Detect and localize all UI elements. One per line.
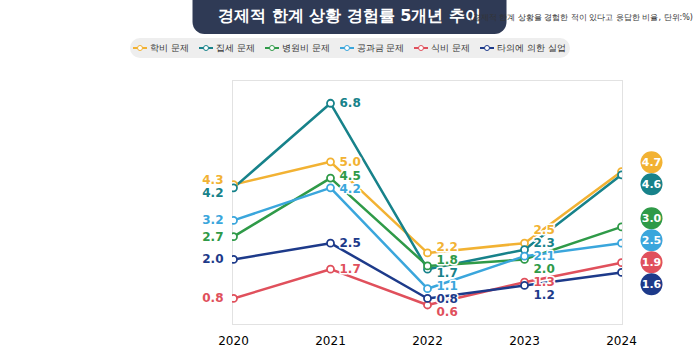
svg-text:6.8: 6.8 [340, 96, 361, 110]
svg-text:2.2: 2.2 [437, 240, 458, 254]
svg-text:1.7: 1.7 [340, 262, 361, 276]
svg-text:2024: 2024 [606, 334, 637, 348]
html-text:학비 문제: 학비 문제 [149, 42, 189, 53]
svg-text:4.2: 4.2 [202, 186, 223, 200]
html-text:경제적 한계 상황 경험률 5개년 추이: 경제적 한계 상황 경험률 5개년 추이 [218, 6, 481, 25]
svg-text:2.3: 2.3 [534, 236, 555, 250]
svg-text:3.2: 3.2 [202, 213, 223, 227]
svg-text:2.7: 2.7 [202, 230, 223, 244]
html-text:집세 문제: 집세 문제 [215, 42, 255, 53]
svg-text:4.5: 4.5 [340, 169, 361, 183]
svg-text:4.3: 4.3 [202, 173, 223, 187]
html-text:공과금 문제: 공과금 문제 [356, 42, 405, 53]
svg-text:2.5: 2.5 [534, 223, 555, 237]
svg-text:2023: 2023 [509, 334, 540, 348]
svg-text:0.6: 0.6 [437, 305, 458, 319]
svg-text:2.0: 2.0 [534, 262, 555, 276]
svg-text:1.9: 1.9 [642, 256, 662, 269]
svg-text:3.0: 3.0 [642, 212, 662, 225]
svg-text:1.6: 1.6 [642, 278, 662, 291]
svg-text:2020: 2020 [218, 334, 249, 348]
svg-text:2.0: 2.0 [202, 252, 223, 266]
svg-text:1.7: 1.7 [437, 266, 458, 280]
html-text:병원비 문제: 병원비 문제 [281, 42, 330, 53]
svg-text:4.6: 4.6 [642, 178, 662, 191]
html-text:식비 문제: 식비 문제 [431, 42, 471, 53]
svg-text:1.1: 1.1 [437, 279, 458, 293]
svg-text:1.3: 1.3 [534, 275, 555, 289]
svg-text:0.8: 0.8 [437, 292, 458, 306]
svg-text:2.1: 2.1 [534, 249, 555, 263]
svg-text:4.2: 4.2 [340, 182, 361, 196]
svg-text:0.8: 0.8 [202, 291, 223, 305]
svg-text:4.7: 4.7 [642, 156, 662, 169]
svg-text:1.2: 1.2 [534, 288, 555, 302]
svg-text:2021: 2021 [315, 334, 346, 348]
svg-text:2022: 2022 [412, 334, 443, 348]
svg-text:2.5: 2.5 [340, 236, 361, 250]
svg-text:2.5: 2.5 [642, 234, 662, 247]
html-text:타의에 의한 실업: 타의에 의한 실업 [497, 42, 566, 53]
html-text:(경제적 한계 상황을 경험한 적이 있다고 응답한 비율,: (경제적 한계 상황을 경험한 적이 있다고 응답한 비율, 단위:%) [469, 13, 693, 22]
svg-text:1.8: 1.8 [437, 253, 458, 267]
svg-text:5.0: 5.0 [340, 155, 361, 169]
